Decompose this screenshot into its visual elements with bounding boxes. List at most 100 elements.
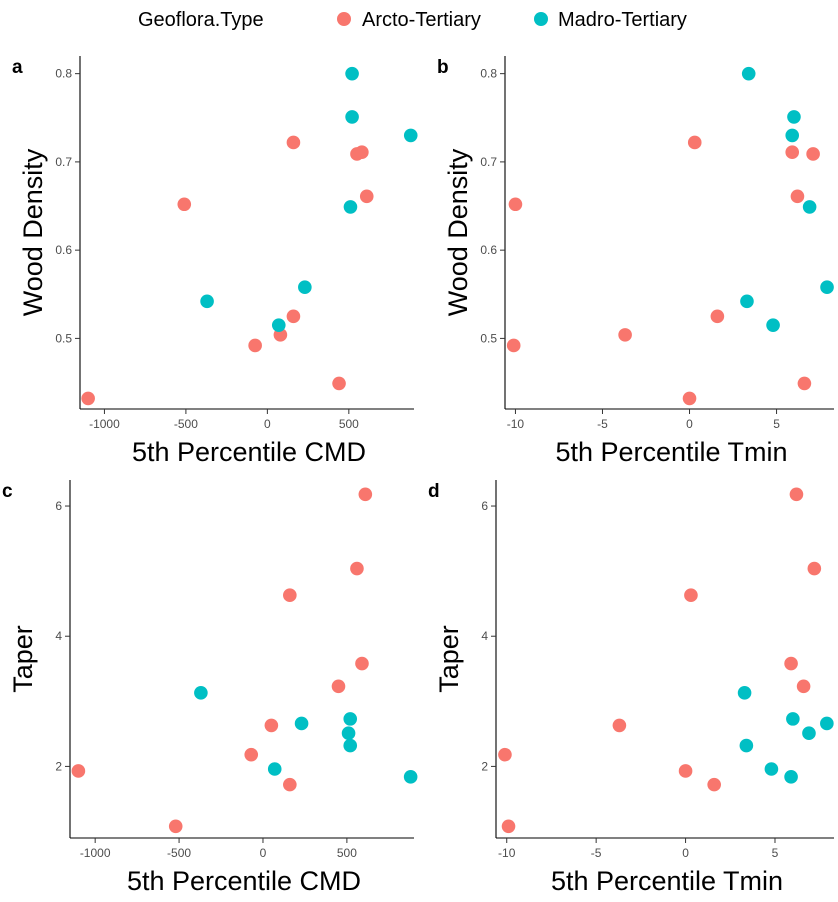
x-tick-label: -5: [597, 417, 608, 431]
x-tick-label: -500: [167, 846, 191, 860]
data-point: [71, 764, 86, 778]
data-point: [739, 738, 754, 753]
data-point: [286, 309, 301, 324]
y-tick-label: 6: [55, 499, 62, 513]
data-point: [355, 145, 369, 159]
y-tick-label: 0.5: [55, 331, 72, 345]
data-point: [764, 762, 779, 776]
data-point: [707, 777, 721, 792]
data-point: [807, 561, 822, 576]
y-tick-label: 0.5: [480, 331, 497, 345]
data-point: [802, 726, 816, 741]
data-point: [784, 770, 798, 784]
x-tick-label: 5: [772, 846, 779, 860]
data-point: [501, 819, 516, 834]
data-point: [271, 318, 286, 332]
data-point: [331, 679, 346, 694]
data-point: [200, 294, 214, 309]
data-point: [355, 656, 369, 671]
data-point: [298, 280, 312, 295]
y-tick-label: 0.6: [55, 243, 72, 257]
x-axis-title: 5th Percentile CMD: [132, 437, 366, 467]
legend-label-madro: Madro-Tertiary: [558, 9, 687, 31]
data-point: [350, 561, 364, 576]
x-tick-label: 0: [686, 417, 693, 431]
y-axis-title: Taper: [8, 625, 38, 693]
legend-swatch-arcto: [337, 12, 351, 26]
data-point: [294, 716, 309, 731]
y-tick-label: 2: [55, 759, 62, 773]
data-point: [678, 764, 693, 778]
data-point: [403, 128, 418, 143]
data-point: [283, 777, 297, 792]
data-point: [403, 770, 418, 784]
x-tick-label: 5: [773, 417, 780, 431]
data-point: [194, 686, 208, 700]
panel-tag: a: [12, 57, 23, 78]
data-point: [498, 747, 512, 762]
x-axis-title: 5th Percentile Tmin: [551, 866, 783, 896]
x-tick-label: -5: [591, 846, 602, 860]
data-point: [787, 110, 801, 124]
x-tick-label: -1000: [80, 846, 111, 860]
data-point: [786, 712, 800, 726]
data-point: [341, 726, 356, 741]
panel-c: c -1000 -500 0 500 2 4 6 5th Percentile CMD Taper: [2, 480, 418, 896]
data-point: [358, 487, 373, 502]
data-point: [81, 391, 95, 406]
data-point: [741, 66, 756, 81]
data-point: [283, 588, 297, 603]
data-point: [343, 738, 358, 753]
x-tick-label: -10: [507, 417, 525, 431]
x-tick-label: 0: [264, 417, 271, 431]
x-axis-title: 5th Percentile CMD: [127, 866, 361, 896]
data-point: [618, 328, 632, 342]
data-point: [796, 679, 811, 694]
data-point: [332, 376, 346, 391]
y-tick-label: 0.6: [480, 243, 497, 257]
data-point: [820, 716, 834, 731]
data-point: [248, 338, 262, 353]
y-tick-label: 0.7: [480, 155, 497, 169]
x-tick-label: -10: [498, 846, 516, 860]
data-point: [177, 197, 192, 212]
y-axis-title: Wood Density: [443, 148, 473, 316]
data-point: [343, 712, 358, 726]
data-point: [820, 280, 834, 295]
data-point: [343, 200, 358, 214]
data-point: [710, 309, 725, 324]
y-tick-label: 0.7: [55, 155, 72, 169]
legend-swatch-madro: [534, 12, 548, 26]
legend-label-arcto: Arcto-Tertiary: [362, 9, 481, 31]
data-point: [785, 128, 800, 143]
panel-d: d -10 -5 0 5 2 4 6 5th Percentile Tmin Taper: [428, 480, 834, 896]
legend: Geoflora.Type Arcto-Tertiary Madro-Terti…: [138, 9, 687, 31]
data-point: [508, 197, 523, 212]
x-tick-label: 500: [337, 846, 357, 860]
data-point: [790, 189, 805, 204]
data-point: [168, 819, 183, 834]
data-point: [802, 200, 817, 214]
data-point: [682, 391, 697, 406]
y-tick-label: 2: [481, 759, 488, 773]
x-tick-label: 0: [682, 846, 689, 860]
data-point: [264, 718, 279, 733]
data-point: [506, 338, 521, 353]
y-axis-title: Wood Density: [18, 148, 48, 316]
panel-a: a -1000 -500 0 500 0.5 0.6 0.7 0.8 5th Percentile…: [12, 56, 418, 467]
x-tick-label: -1000: [89, 417, 120, 431]
data-point: [789, 487, 804, 502]
data-point: [784, 656, 798, 671]
panel-b: b -10 -5 0 5 0.5 0.6 0.7 0.8 5th Percentile Tmin W…: [437, 56, 834, 467]
data-point: [785, 145, 800, 159]
data-point: [612, 718, 627, 733]
data-point: [345, 66, 359, 81]
data-point: [740, 294, 754, 309]
panel-tag: c: [2, 481, 13, 502]
data-point: [345, 110, 359, 124]
legend-title: Geoflora.Type: [138, 9, 264, 31]
data-point: [737, 686, 752, 700]
data-point: [359, 189, 374, 204]
